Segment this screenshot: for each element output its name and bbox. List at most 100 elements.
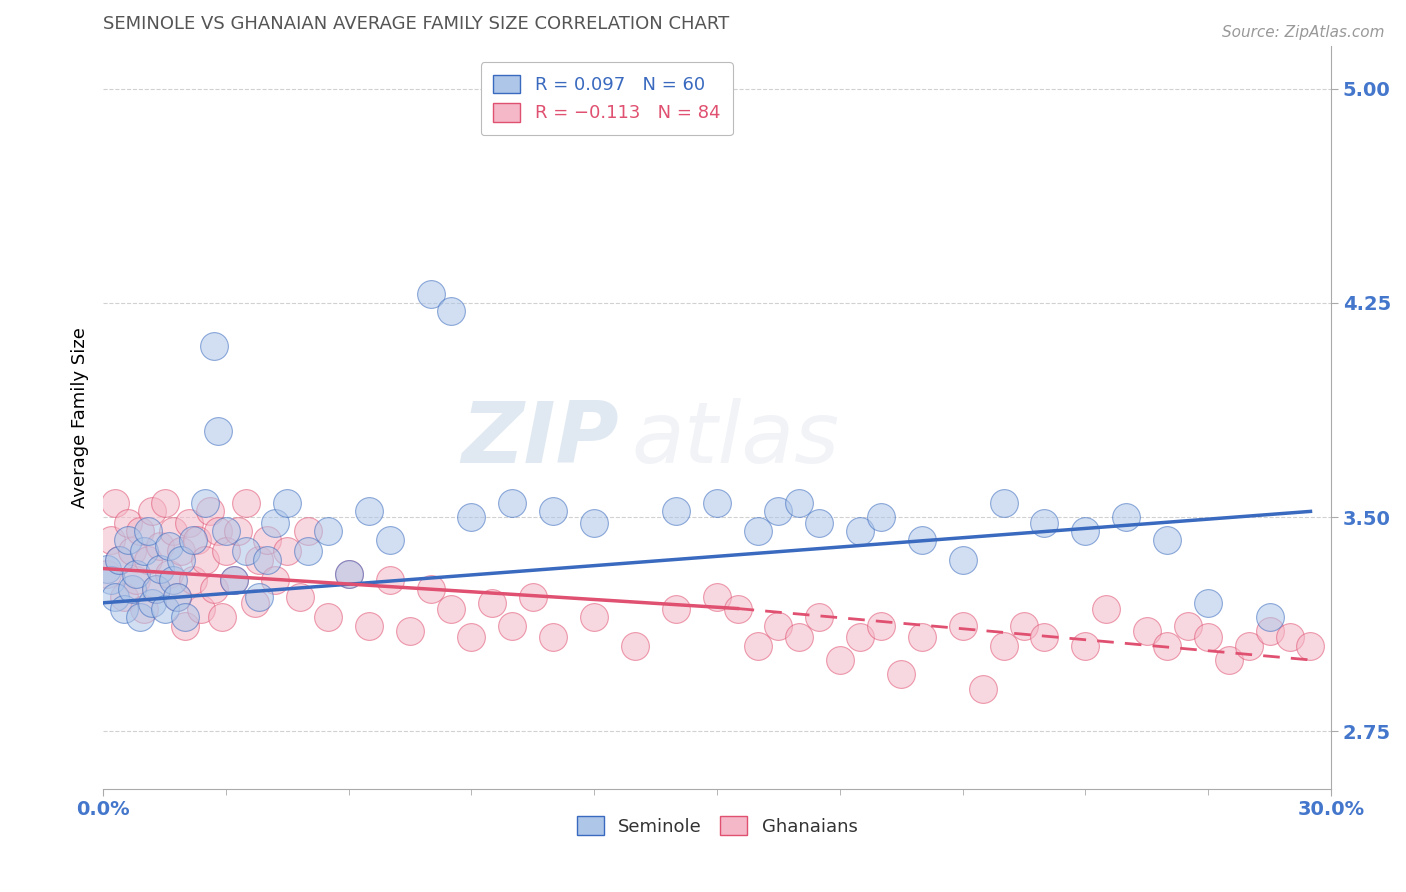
- Point: [952, 618, 974, 632]
- Point: [665, 601, 688, 615]
- Point: [706, 496, 728, 510]
- Point: [145, 582, 167, 596]
- Point: [297, 544, 319, 558]
- Point: [121, 582, 143, 596]
- Point: [583, 610, 606, 624]
- Point: [112, 590, 135, 604]
- Point: [460, 510, 482, 524]
- Point: [787, 630, 810, 644]
- Point: [911, 533, 934, 547]
- Point: [706, 590, 728, 604]
- Point: [993, 496, 1015, 510]
- Point: [849, 630, 872, 644]
- Point: [460, 630, 482, 644]
- Point: [1136, 624, 1159, 639]
- Text: SEMINOLE VS GHANAIAN AVERAGE FAMILY SIZE CORRELATION CHART: SEMINOLE VS GHANAIAN AVERAGE FAMILY SIZE…: [103, 15, 730, 33]
- Point: [186, 533, 208, 547]
- Point: [157, 539, 180, 553]
- Point: [207, 524, 229, 539]
- Point: [1074, 639, 1097, 653]
- Point: [170, 544, 193, 558]
- Point: [522, 590, 544, 604]
- Point: [337, 567, 360, 582]
- Point: [162, 573, 184, 587]
- Point: [276, 544, 298, 558]
- Point: [108, 553, 131, 567]
- Point: [121, 544, 143, 558]
- Point: [141, 504, 163, 518]
- Point: [1074, 524, 1097, 539]
- Point: [727, 601, 749, 615]
- Point: [359, 504, 381, 518]
- Point: [202, 339, 225, 353]
- Point: [952, 553, 974, 567]
- Point: [211, 610, 233, 624]
- Point: [378, 533, 401, 547]
- Point: [100, 573, 122, 587]
- Point: [132, 544, 155, 558]
- Point: [194, 496, 217, 510]
- Point: [869, 618, 891, 632]
- Point: [256, 533, 278, 547]
- Text: ZIP: ZIP: [461, 398, 619, 481]
- Point: [747, 524, 769, 539]
- Point: [288, 590, 311, 604]
- Point: [501, 496, 523, 510]
- Point: [100, 533, 122, 547]
- Y-axis label: Average Family Size: Average Family Size: [72, 326, 89, 508]
- Point: [1299, 639, 1322, 653]
- Point: [1237, 639, 1260, 653]
- Point: [440, 601, 463, 615]
- Point: [993, 639, 1015, 653]
- Point: [747, 639, 769, 653]
- Point: [247, 590, 270, 604]
- Point: [1197, 596, 1219, 610]
- Point: [378, 573, 401, 587]
- Point: [911, 630, 934, 644]
- Point: [136, 553, 159, 567]
- Point: [247, 553, 270, 567]
- Point: [768, 618, 790, 632]
- Point: [297, 524, 319, 539]
- Point: [337, 567, 360, 582]
- Point: [181, 573, 204, 587]
- Point: [316, 610, 339, 624]
- Point: [129, 524, 152, 539]
- Point: [1156, 533, 1178, 547]
- Point: [108, 553, 131, 567]
- Point: [215, 524, 238, 539]
- Point: [166, 590, 188, 604]
- Point: [1012, 618, 1035, 632]
- Point: [153, 496, 176, 510]
- Point: [194, 553, 217, 567]
- Point: [177, 516, 200, 530]
- Point: [125, 573, 148, 587]
- Point: [1279, 630, 1302, 644]
- Point: [1095, 601, 1118, 615]
- Point: [132, 601, 155, 615]
- Point: [264, 573, 287, 587]
- Point: [1197, 630, 1219, 644]
- Point: [869, 510, 891, 524]
- Point: [1033, 630, 1056, 644]
- Point: [145, 582, 167, 596]
- Point: [222, 573, 245, 587]
- Point: [235, 496, 257, 510]
- Point: [972, 681, 994, 696]
- Point: [665, 504, 688, 518]
- Point: [226, 524, 249, 539]
- Point: [190, 601, 212, 615]
- Point: [117, 516, 139, 530]
- Point: [543, 630, 565, 644]
- Point: [117, 533, 139, 547]
- Point: [316, 524, 339, 539]
- Point: [243, 596, 266, 610]
- Point: [1258, 610, 1281, 624]
- Point: [768, 504, 790, 518]
- Point: [890, 667, 912, 681]
- Point: [543, 504, 565, 518]
- Point: [419, 287, 441, 301]
- Point: [170, 553, 193, 567]
- Point: [399, 624, 422, 639]
- Text: Source: ZipAtlas.com: Source: ZipAtlas.com: [1222, 25, 1385, 40]
